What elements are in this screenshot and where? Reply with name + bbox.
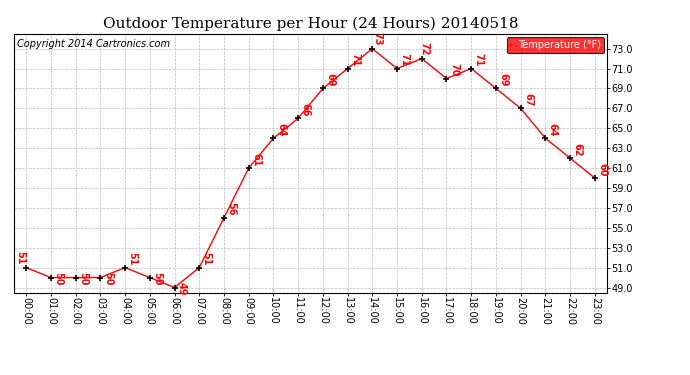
Text: 69: 69 — [498, 73, 509, 87]
Text: 51: 51 — [201, 252, 212, 266]
Text: 69: 69 — [326, 73, 335, 87]
Text: 70: 70 — [449, 63, 459, 76]
Text: 71: 71 — [400, 53, 409, 67]
Text: 51: 51 — [128, 252, 137, 266]
Legend: Temperature (°F): Temperature (°F) — [506, 37, 604, 54]
Text: 61: 61 — [251, 153, 261, 166]
Text: 66: 66 — [301, 103, 310, 116]
Text: 50: 50 — [78, 272, 88, 285]
Text: 50: 50 — [103, 272, 112, 285]
Text: 50: 50 — [152, 272, 162, 285]
Text: 64: 64 — [276, 123, 286, 136]
Text: 64: 64 — [548, 123, 558, 136]
Text: 72: 72 — [420, 42, 429, 55]
Text: 51: 51 — [15, 251, 25, 265]
Text: 50: 50 — [53, 272, 63, 285]
Text: 49: 49 — [177, 282, 187, 296]
Text: 73: 73 — [373, 32, 382, 46]
Title: Outdoor Temperature per Hour (24 Hours) 20140518: Outdoor Temperature per Hour (24 Hours) … — [103, 17, 518, 31]
Text: 67: 67 — [523, 93, 533, 106]
Text: Copyright 2014 Cartronics.com: Copyright 2014 Cartronics.com — [17, 39, 170, 49]
Text: 62: 62 — [573, 142, 582, 156]
Text: 56: 56 — [226, 202, 237, 216]
Text: 71: 71 — [350, 53, 360, 67]
Text: 71: 71 — [474, 53, 484, 67]
Text: 60: 60 — [598, 162, 607, 176]
